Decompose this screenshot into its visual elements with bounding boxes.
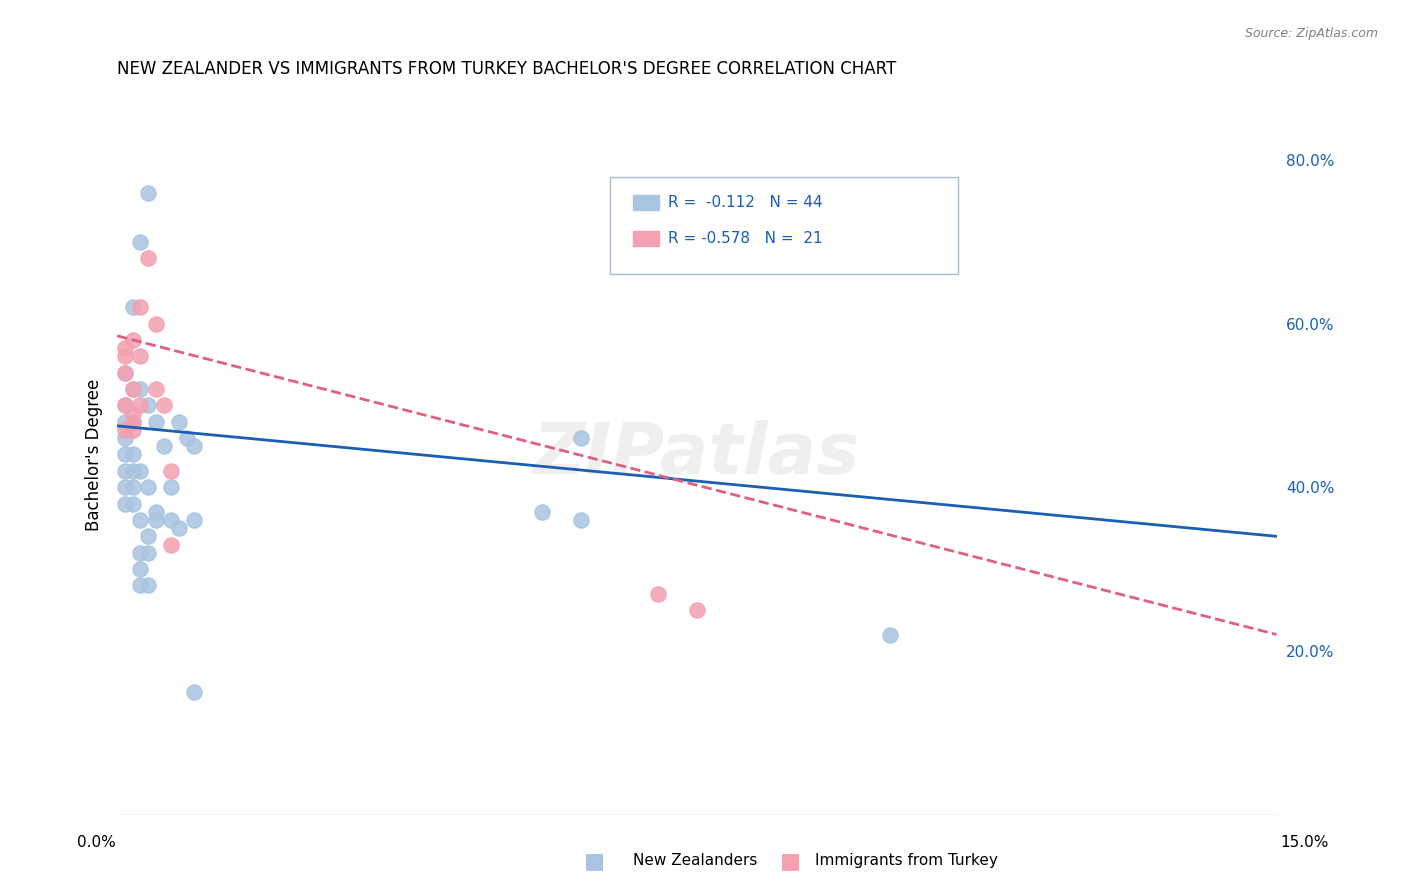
Y-axis label: Bachelor's Degree: Bachelor's Degree [86,378,103,531]
Point [129,398,152,412]
Point [176,431,198,445]
Point [121,382,143,396]
Text: Source: ZipAtlas.com: Source: ZipAtlas.com [1244,27,1378,40]
Point [183,513,205,527]
Point [121,300,143,314]
Point [129,235,152,249]
Point [121,448,143,462]
Point [129,513,152,527]
Text: R =  -0.112   N = 44: R = -0.112 N = 44 [668,195,823,210]
Point [160,464,183,478]
Text: ■: ■ [780,851,801,871]
Point [121,415,143,429]
Point [136,186,159,200]
Point [114,341,136,355]
Point [569,431,592,445]
Point [167,415,190,429]
Point [879,627,901,641]
Point [114,398,136,412]
Point [114,497,136,511]
Point [129,562,152,576]
Text: 0.0%: 0.0% [77,836,117,850]
FancyBboxPatch shape [610,178,957,275]
Point [152,439,174,453]
Point [647,586,669,600]
Point [121,407,143,421]
Text: ■: ■ [583,851,605,871]
Text: NEW ZEALANDER VS IMMIGRANTS FROM TURKEY BACHELOR'S DEGREE CORRELATION CHART: NEW ZEALANDER VS IMMIGRANTS FROM TURKEY … [117,60,897,78]
Point [114,423,136,437]
Point [136,529,159,543]
Point [129,546,152,560]
Point [145,415,167,429]
Point [167,521,190,535]
Point [129,382,152,396]
Point [129,300,152,314]
Point [136,480,159,494]
Point [121,497,143,511]
Point [183,439,205,453]
Point [114,431,136,445]
Point [121,464,143,478]
Text: ZIPatlas: ZIPatlas [533,420,860,489]
Point [145,505,167,519]
Point [114,366,136,380]
Point [136,546,159,560]
Point [129,349,152,363]
FancyBboxPatch shape [633,194,658,211]
Text: New Zealanders: New Zealanders [633,854,756,868]
Point [160,513,183,527]
Point [160,537,183,551]
Text: Immigrants from Turkey: Immigrants from Turkey [815,854,998,868]
Point [114,398,136,412]
Point [145,382,167,396]
Point [121,415,143,429]
FancyBboxPatch shape [633,230,658,246]
Point [531,505,554,519]
Point [114,448,136,462]
Point [136,251,159,265]
Text: R = -0.578   N =  21: R = -0.578 N = 21 [668,231,823,246]
Point [114,349,136,363]
Point [686,603,709,617]
Point [569,513,592,527]
Point [129,464,152,478]
Point [121,382,143,396]
Point [136,398,159,412]
Point [129,578,152,592]
Point [121,480,143,494]
Point [136,578,159,592]
Point [114,366,136,380]
Point [160,480,183,494]
Text: 15.0%: 15.0% [1281,836,1329,850]
Point [121,423,143,437]
Point [114,415,136,429]
Point [114,464,136,478]
Point [114,480,136,494]
Point [183,685,205,699]
Point [145,513,167,527]
Point [152,398,174,412]
Point [145,317,167,331]
Point [121,333,143,347]
